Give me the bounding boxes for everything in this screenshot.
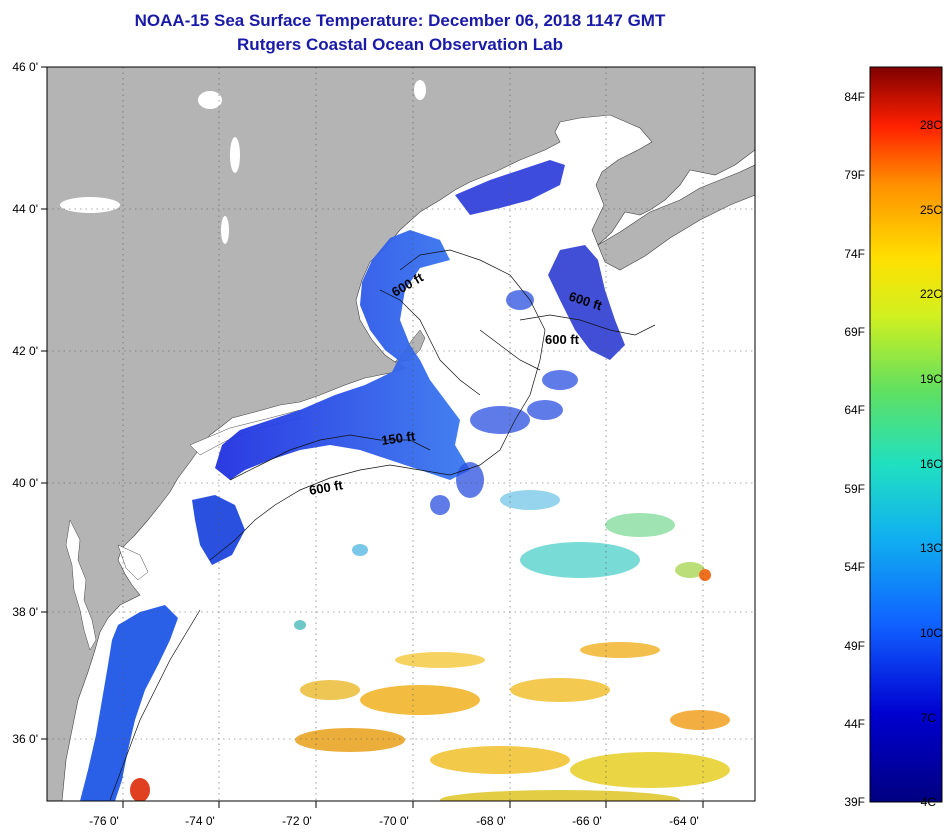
warm-water-patches (130, 642, 730, 801)
lon-label: -72 0' (282, 814, 312, 828)
lat-label: 36 0' (12, 732, 38, 746)
colorbar-fahrenheit-labels: 84F 79F 74F 69F 64F 59F 54F 49F 44F 39F (844, 90, 865, 809)
lake (230, 137, 240, 173)
contour-label: 600 ft (308, 477, 345, 498)
lake (198, 91, 222, 109)
colorbar-label-f: 39F (844, 795, 865, 809)
longitude-labels: -76 0' -74 0' -72 0' -70 0' -68 0' -66 0… (89, 814, 699, 828)
colorbar-label-c: 10C (920, 626, 942, 640)
delaware-bay (117, 544, 149, 581)
colorbar-label-f: 54F (844, 560, 865, 574)
colorbar-label-f: 79F (844, 168, 865, 182)
colorbar-label-f: 74F (844, 247, 865, 261)
contour-label: 600 ft (545, 332, 580, 347)
lat-lon-grid (47, 67, 755, 801)
colorbar-label-c: 22C (920, 287, 942, 301)
colorbar-label-f: 69F (844, 325, 865, 339)
colorbar-label-c: 25C (920, 203, 942, 217)
map-title: NOAA-15 Sea Surface Temperature: Decembe… (134, 11, 666, 30)
contour-label: 150 ft (380, 428, 416, 448)
colorbar (869, 66, 943, 803)
lon-label: -76 0' (89, 814, 119, 828)
colorbar-label-f: 59F (844, 482, 865, 496)
colorbar-label-c: 28C (920, 118, 942, 132)
slope-water-patches (294, 490, 711, 630)
nova-scotia (597, 164, 755, 271)
lon-label: -70 0' (379, 814, 409, 828)
cold-gulf-of-maine-north (455, 160, 565, 215)
map-border (46, 66, 756, 802)
depth-contours (109, 249, 656, 801)
lon-label: -68 0' (476, 814, 506, 828)
lon-label: -66 0' (572, 814, 602, 828)
latitude-labels: 46 0' 44 0' 42 0' 40 0' 38 0' 36 0' (12, 60, 38, 746)
map-subtitle: Rutgers Coastal Ocean Observation Lab (237, 35, 563, 54)
lon-label: -64 0' (669, 814, 699, 828)
axis-ticks (41, 66, 704, 808)
lat-label: 38 0' (12, 605, 38, 619)
colorbar-label-c: 19C (920, 372, 942, 386)
colorbar-celsius-labels: 28C 25C 22C 19C 16C 13C 10C 7C 4C (920, 118, 942, 809)
colorbar-label-f: 44F (844, 717, 865, 731)
colorbar-label-f: 64F (844, 403, 865, 417)
colorbar-label-c: 16C (920, 457, 942, 471)
lake (60, 197, 120, 213)
lon-label: -74 0' (185, 814, 215, 828)
colorbar-label-c: 4C (921, 795, 937, 809)
colorbar-label-f: 84F (844, 90, 865, 104)
lake (221, 216, 229, 244)
colorbar-label-c: 13C (920, 541, 942, 555)
lat-label: 46 0' (12, 60, 38, 74)
chesapeake-bay (65, 519, 97, 651)
colorbar-label-c: 7C (921, 711, 937, 725)
lat-label: 44 0' (12, 202, 38, 216)
land-mainland (47, 67, 755, 801)
lake (414, 80, 426, 100)
lat-label: 42 0' (12, 344, 38, 358)
colorbar-label-f: 49F (844, 639, 865, 653)
cold-nearshore-south (80, 605, 178, 801)
cold-shelf-water (215, 230, 470, 480)
cold-nearshore-nj (192, 495, 245, 565)
lat-label: 40 0' (12, 476, 38, 490)
